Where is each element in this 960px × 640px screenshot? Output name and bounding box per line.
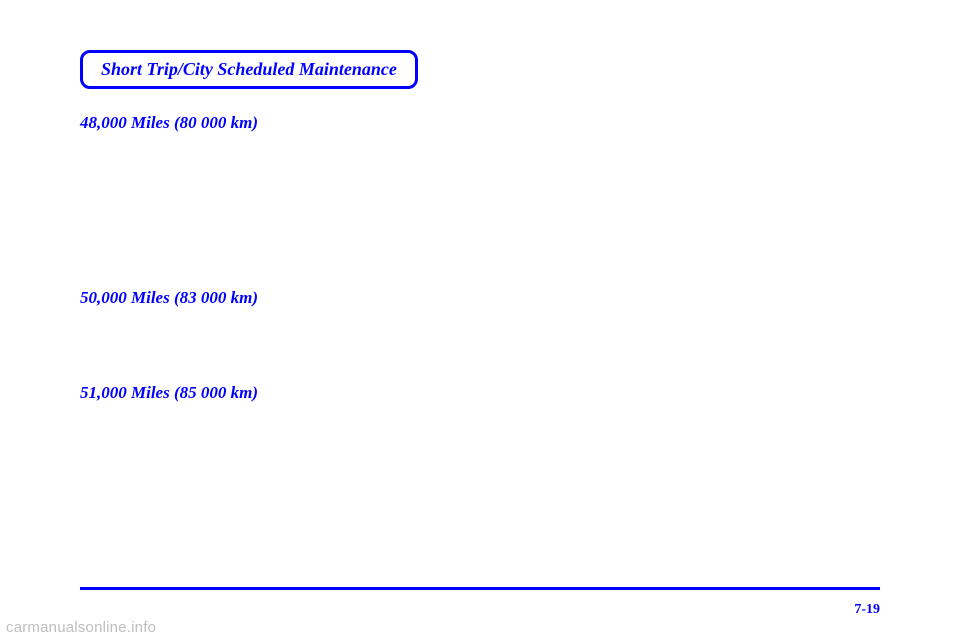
section-50000: 50,000 Miles (83 000 km) xyxy=(80,288,880,308)
watermark-text: carmanualsonline.info xyxy=(6,619,156,636)
header-title: Short Trip/City Scheduled Maintenance xyxy=(101,59,397,80)
mileage-heading-48000: 48,000 Miles (80 000 km) xyxy=(80,113,880,133)
footer-divider xyxy=(80,587,880,590)
mileage-heading-50000: 50,000 Miles (83 000 km) xyxy=(80,288,880,308)
header-box: Short Trip/City Scheduled Maintenance xyxy=(80,50,418,89)
page-number: 7-19 xyxy=(854,602,880,618)
section-48000: 48,000 Miles (80 000 km) xyxy=(80,113,880,133)
manual-page: Short Trip/City Scheduled Maintenance 48… xyxy=(0,0,960,640)
mileage-heading-51000: 51,000 Miles (85 000 km) xyxy=(80,383,880,403)
section-51000: 51,000 Miles (85 000 km) xyxy=(80,383,880,403)
